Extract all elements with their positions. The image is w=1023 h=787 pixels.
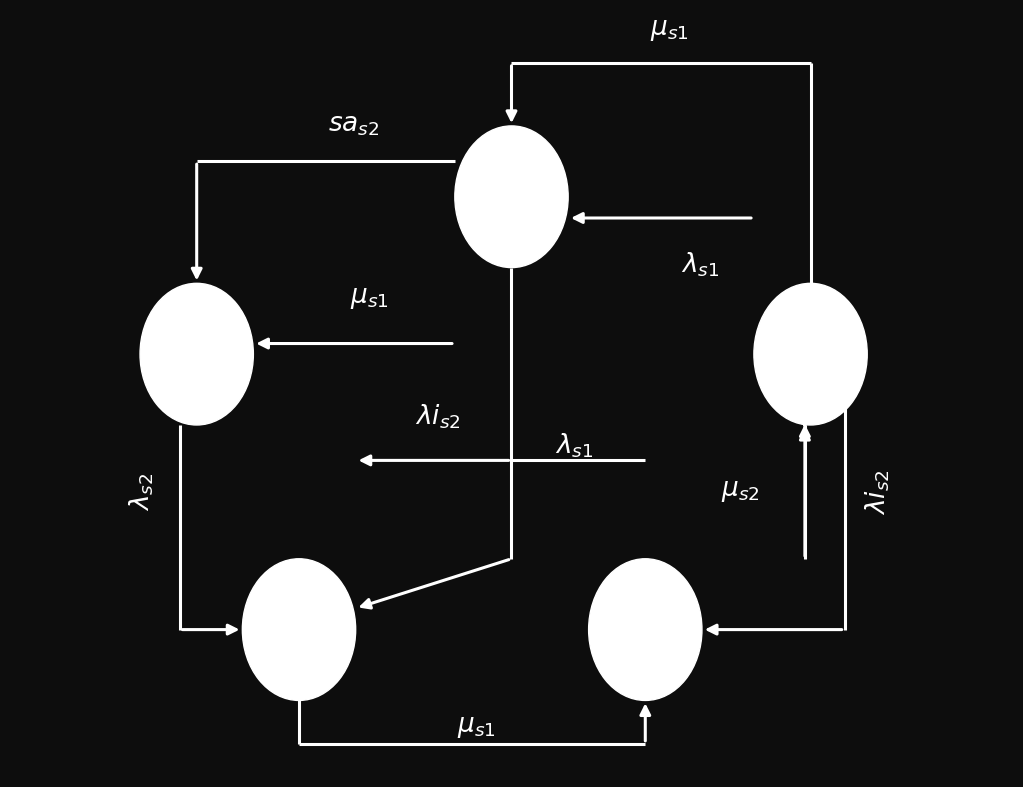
Ellipse shape — [455, 126, 568, 268]
Text: $sa_{s2}$: $sa_{s2}$ — [328, 113, 380, 138]
Text: $\mu_{s1}$: $\mu_{s1}$ — [350, 286, 389, 311]
Text: $\lambda_{s1}$: $\lambda_{s1}$ — [680, 251, 719, 279]
Text: $\mu_{s1}$: $\mu_{s1}$ — [456, 715, 495, 740]
Text: $\lambda i_{s2}$: $\lambda i_{s2}$ — [414, 403, 460, 431]
Text: $\lambda_{s2}$: $\lambda_{s2}$ — [127, 473, 155, 511]
Text: $\mu_{s1}$: $\mu_{s1}$ — [650, 18, 688, 43]
Ellipse shape — [140, 283, 254, 425]
Ellipse shape — [242, 559, 356, 700]
Text: $\mu_{s2}$: $\mu_{s2}$ — [720, 479, 759, 504]
Ellipse shape — [588, 559, 702, 700]
Text: $\lambda i_{s2}$: $\lambda i_{s2}$ — [863, 469, 892, 515]
Ellipse shape — [754, 283, 868, 425]
Text: $\lambda_{s1}$: $\lambda_{s1}$ — [554, 432, 593, 460]
